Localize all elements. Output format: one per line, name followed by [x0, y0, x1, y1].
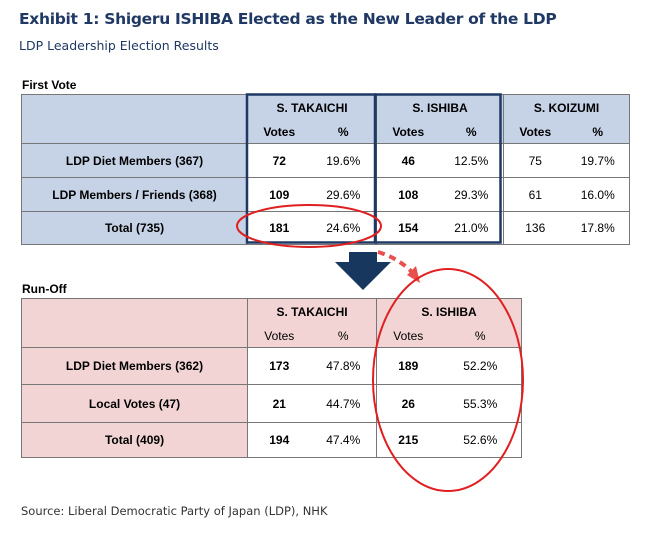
run-off-table: S. TAKAICHI S. ISHIBA Votes % Votes % LD… [21, 298, 523, 458]
corner-cell [21, 94, 248, 122]
vote-percent: 17.8% [566, 211, 631, 245]
vote-percent: 29.3% [439, 177, 505, 212]
row-label: Total (409) [21, 422, 248, 458]
vote-percent: 19.6% [310, 143, 378, 178]
candidate-header: S. KOIZUMI [503, 94, 631, 122]
row-label: LDP Diet Members (367) [21, 143, 248, 178]
dashed-arrow-head-icon [407, 266, 420, 283]
vote-count: 72 [247, 143, 311, 178]
candidate-header: S. TAKAICHI [246, 94, 378, 122]
corner-cell [21, 121, 248, 144]
table-row: LDP Diet Members (362) 173 47.8% 189 52.… [21, 347, 523, 385]
row-label: Total (735) [21, 211, 248, 245]
run-off-label: Run-Off [22, 282, 67, 296]
vote-percent: 44.7% [310, 384, 378, 423]
first-vote-table: S. TAKAICHI S. ISHIBA S. KOIZUMI Votes %… [21, 94, 631, 245]
percent-column-header: % [310, 325, 378, 348]
source-note: Source: Liberal Democratic Party of Japa… [21, 504, 328, 518]
vote-count: 108 [376, 177, 440, 212]
vote-percent: 16.0% [566, 177, 631, 212]
exhibit-title: Exhibit 1: Shigeru ISHIBA Elected as the… [19, 10, 557, 28]
votes-column-header: Votes [376, 325, 440, 348]
vote-count: 154 [376, 211, 440, 245]
vote-count: 75 [503, 143, 567, 178]
votes-column-header: Votes [247, 121, 311, 144]
vote-count: 215 [376, 422, 440, 458]
vote-count: 189 [376, 347, 440, 385]
table-row: LDP Members / Friends (368) 109 29.6% 10… [21, 177, 631, 212]
votes-column-header: Votes [503, 121, 567, 144]
dashed-arrow-line [377, 250, 414, 274]
candidate-header: S. ISHIBA [376, 94, 505, 122]
vote-count: 26 [376, 384, 440, 423]
vote-percent: 12.5% [439, 143, 505, 178]
votes-column-header: Votes [247, 325, 311, 348]
corner-cell [21, 325, 248, 348]
vote-count: 109 [247, 177, 311, 212]
vote-count: 46 [376, 143, 440, 178]
vote-count: 136 [503, 211, 567, 245]
vote-percent: 52.6% [439, 422, 523, 458]
vote-percent: 52.2% [439, 347, 523, 385]
first-vote-label: First Vote [22, 78, 77, 92]
table-row: LDP Diet Members (367) 72 19.6% 46 12.5%… [21, 143, 631, 178]
table-row: Local Votes (47) 21 44.7% 26 55.3% [21, 384, 523, 423]
down-arrow-icon [335, 252, 391, 290]
row-label: LDP Diet Members (362) [21, 347, 248, 385]
table-row: Total (409) 194 47.4% 215 52.6% [21, 422, 523, 458]
vote-percent: 47.4% [310, 422, 378, 458]
vote-count: 61 [503, 177, 567, 212]
vote-count: 173 [247, 347, 311, 385]
votes-column-header: Votes [376, 121, 440, 144]
candidate-header: S. TAKAICHI [246, 298, 378, 326]
vote-count: 194 [247, 422, 311, 458]
corner-cell [21, 298, 248, 326]
table-row: Total (735) 181 24.6% 154 21.0% 136 17.8… [21, 211, 631, 245]
vote-percent: 47.8% [310, 347, 378, 385]
row-label: LDP Members / Friends (368) [21, 177, 248, 212]
vote-percent: 21.0% [439, 211, 505, 245]
percent-column-header: % [566, 121, 631, 144]
exhibit-subtitle: LDP Leadership Election Results [19, 38, 219, 53]
vote-count: 181 [247, 211, 311, 245]
row-label: Local Votes (47) [21, 384, 248, 423]
percent-column-header: % [439, 325, 523, 348]
vote-percent: 29.6% [310, 177, 378, 212]
percent-column-header: % [439, 121, 505, 144]
vote-percent: 24.6% [310, 211, 378, 245]
vote-percent: 55.3% [439, 384, 523, 423]
candidate-header: S. ISHIBA [376, 298, 523, 326]
percent-column-header: % [310, 121, 378, 144]
vote-count: 21 [247, 384, 311, 423]
vote-percent: 19.7% [566, 143, 631, 178]
